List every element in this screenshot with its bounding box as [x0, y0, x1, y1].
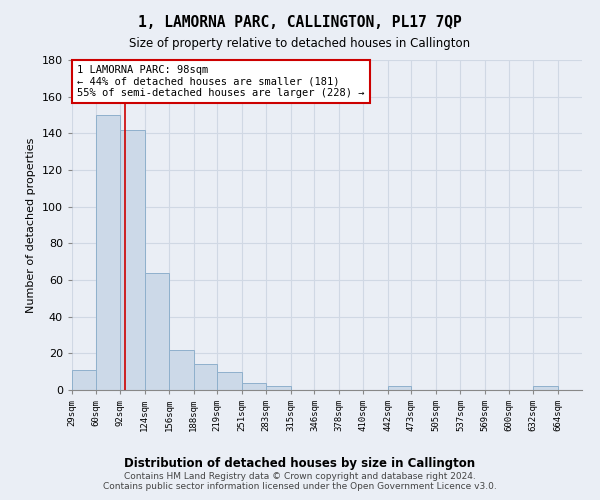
- Bar: [194, 364, 217, 390]
- Y-axis label: Number of detached properties: Number of detached properties: [26, 138, 36, 312]
- Bar: [217, 372, 242, 390]
- Bar: [72, 370, 96, 390]
- Bar: [169, 350, 194, 390]
- Bar: [145, 272, 169, 390]
- Bar: [388, 386, 412, 390]
- Text: 1, LAMORNA PARC, CALLINGTON, PL17 7QP: 1, LAMORNA PARC, CALLINGTON, PL17 7QP: [138, 15, 462, 30]
- Bar: [266, 386, 290, 390]
- Text: Size of property relative to detached houses in Callington: Size of property relative to detached ho…: [130, 38, 470, 51]
- Text: Distribution of detached houses by size in Callington: Distribution of detached houses by size …: [124, 458, 476, 470]
- Text: 1 LAMORNA PARC: 98sqm
← 44% of detached houses are smaller (181)
55% of semi-det: 1 LAMORNA PARC: 98sqm ← 44% of detached …: [77, 65, 365, 98]
- Bar: [96, 115, 120, 390]
- Bar: [120, 130, 145, 390]
- Bar: [242, 382, 266, 390]
- Bar: [533, 386, 557, 390]
- Text: Contains HM Land Registry data © Crown copyright and database right 2024.
Contai: Contains HM Land Registry data © Crown c…: [103, 472, 497, 491]
